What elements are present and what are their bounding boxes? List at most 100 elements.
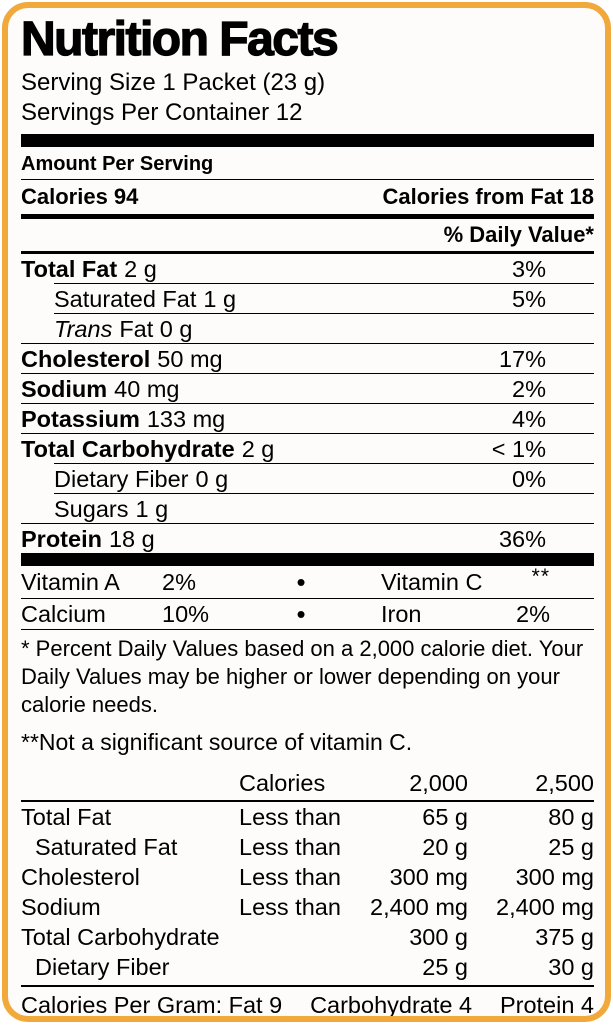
nutrient-name: Dietary Fiber: [54, 465, 189, 492]
nutrient-row-cholesterol: Cholesterol 50 mg 17%: [21, 343, 594, 373]
iron-label: Iron: [381, 601, 422, 627]
row-2000-value: 20 g: [422, 834, 468, 860]
row-2000-value: 2,400 mg: [370, 894, 468, 920]
reference-table-header: Calories 2,000 2,500: [21, 768, 594, 802]
table-row: Saturated Fat Less than 20 g 25 g: [21, 832, 594, 862]
iron-value: 2%: [516, 601, 550, 627]
header-2000: 2,000: [409, 770, 468, 796]
table-row: Total Fat Less than 65 g 80 g: [21, 802, 594, 832]
nutrient-amount: Fat 0 g: [119, 315, 193, 342]
header-calories: Calories: [239, 770, 326, 796]
bullet-separator-icon: •: [296, 599, 306, 629]
nutrient-row-total-carbohydrate: Total Carbohydrate 2 g < 1%: [21, 433, 594, 463]
nutrient-row-total-fat: Total Fat 2 g 3%: [21, 254, 594, 283]
nutrient-dv: 36%: [498, 525, 546, 552]
vitamin-a-label: Vitamin A: [21, 569, 120, 595]
nutrient-amount: 2 g: [124, 255, 157, 282]
nutrient-dv: 17%: [498, 345, 546, 372]
row-qualifier: [231, 952, 351, 982]
daily-value-footnote: * Percent Daily Values based on a 2,000 …: [21, 636, 584, 717]
calories-per-gram-carbohydrate: Carbohydrate 4: [310, 992, 473, 1018]
amount-per-serving-heading: Amount Per Serving: [21, 147, 594, 180]
nutrient-row-sugars: Sugars 1 g: [54, 493, 594, 523]
nutrient-amount: 1 g: [135, 495, 169, 522]
nutrient-name: Trans: [54, 315, 113, 342]
calories-per-gram-protein: Protein 4: [499, 992, 594, 1018]
nutrient-dv: < 1%: [491, 435, 546, 462]
nutrient-dv: 5%: [512, 285, 546, 312]
nutrient-dv: 0%: [512, 465, 546, 492]
servings-per-container: Servings Per Container 12: [21, 99, 303, 126]
row-2000-value: 25 g: [422, 954, 468, 980]
nutrient-name: Potassium: [21, 405, 140, 432]
row-2000-value: 65 g: [422, 804, 468, 830]
row-qualifier: Less than: [239, 894, 341, 920]
row-name: Total Carbohydrate: [21, 924, 220, 950]
table-row: Sodium Less than 2,400 mg 2,400 mg: [21, 892, 594, 922]
nutrient-name: Cholesterol: [21, 345, 151, 372]
label-title: Nutrition Facts: [20, 12, 339, 66]
nutrient-amount: 50 mg: [157, 345, 223, 372]
nutrient-amount: 2 g: [241, 435, 275, 462]
nutrient-name: Total Fat: [21, 255, 118, 282]
nutrient-name: Protein: [21, 525, 102, 552]
daily-value-header: % Daily Value*: [21, 219, 594, 254]
nutrient-amount: 40 mg: [114, 375, 180, 402]
vitamin-a-value: 2%: [162, 569, 196, 595]
nutrient-row-protein: Protein 18 g 36%: [21, 523, 594, 553]
thick-divider-middle: [21, 553, 594, 566]
calories-per-gram-fat: Calories Per Gram: Fat 9: [21, 992, 283, 1018]
row-qualifier: Less than: [239, 834, 341, 860]
row-2000-value: 300 g: [409, 924, 468, 950]
nutrient-name: Total Carbohydrate: [21, 435, 235, 462]
nutrient-amount: 1 g: [203, 285, 237, 312]
serving-size: Serving Size 1 Packet (23 g): [21, 69, 326, 96]
calories-per-gram-row: Calories Per Gram: Fat 9 Carbohydrate 4 …: [21, 985, 594, 1018]
nutrient-dv: 3%: [512, 255, 546, 282]
row-2500-value: 25 g: [548, 834, 594, 860]
row-name: Saturated Fat: [35, 834, 178, 860]
row-name: Cholesterol: [21, 864, 140, 890]
vitamin-row-1: Vitamin A 2% • Vitamin C **: [21, 565, 594, 598]
row-qualifier: Less than: [239, 864, 341, 890]
nutrient-dv: [546, 317, 594, 341]
vitamin-c-footnote: **Not a significant source of vitamin C.: [21, 729, 413, 755]
nutrient-name: Sugars: [54, 495, 129, 522]
calcium-label: Calcium: [21, 601, 106, 627]
nutrient-amount: 18 g: [108, 525, 155, 552]
row-2500-value: 30 g: [548, 954, 594, 980]
nutrient-row-sodium: Sodium 40 mg 2%: [21, 373, 594, 403]
calories-value: Calories 94: [21, 184, 139, 209]
nutrient-dv: 4%: [512, 405, 546, 432]
row-2500-value: 300 mg: [515, 864, 594, 890]
vitamin-c-label: Vitamin C: [381, 569, 483, 595]
nutrient-amount: 133 mg: [146, 405, 226, 432]
vitamin-c-value: **: [531, 565, 550, 588]
row-qualifier: Less than: [239, 804, 341, 830]
table-row: Dietary Fiber 25 g 30 g: [21, 952, 594, 982]
nutrient-row-saturated-fat: Saturated Fat 1 g 5%: [54, 283, 594, 313]
row-name: Total Fat: [21, 804, 112, 830]
nutrient-dv: 2%: [512, 375, 546, 402]
row-name: Dietary Fiber: [35, 954, 170, 980]
row-2000-value: 300 mg: [389, 864, 468, 890]
table-row: Total Carbohydrate 300 g 375 g: [21, 922, 594, 952]
reference-table: Calories 2,000 2,500 Total Fat Less than…: [21, 768, 594, 982]
row-2500-value: 80 g: [548, 804, 594, 830]
header-2500: 2,500: [535, 770, 594, 796]
nutrient-row-trans-fat: Trans Fat 0 g: [54, 313, 594, 343]
row-qualifier: [231, 922, 351, 952]
calories-row: Calories 94 Calories from Fat 18: [21, 180, 594, 219]
nutrient-row-dietary-fiber: Dietary Fiber 0 g 0%: [54, 463, 594, 493]
vitamin-row-2: Calcium 10% • Iron 2%: [21, 598, 594, 629]
nutrient-dv: [546, 497, 594, 521]
thick-divider-top: [21, 134, 594, 147]
row-name: Sodium: [21, 894, 101, 920]
row-2500-value: 375 g: [535, 924, 594, 950]
table-row: Cholesterol Less than 300 mg 300 mg: [21, 862, 594, 892]
nutrient-name: Sodium: [21, 375, 108, 402]
calcium-value: 10%: [162, 601, 210, 627]
bullet-separator-icon: •: [296, 567, 306, 597]
thin-divider: [21, 629, 594, 630]
